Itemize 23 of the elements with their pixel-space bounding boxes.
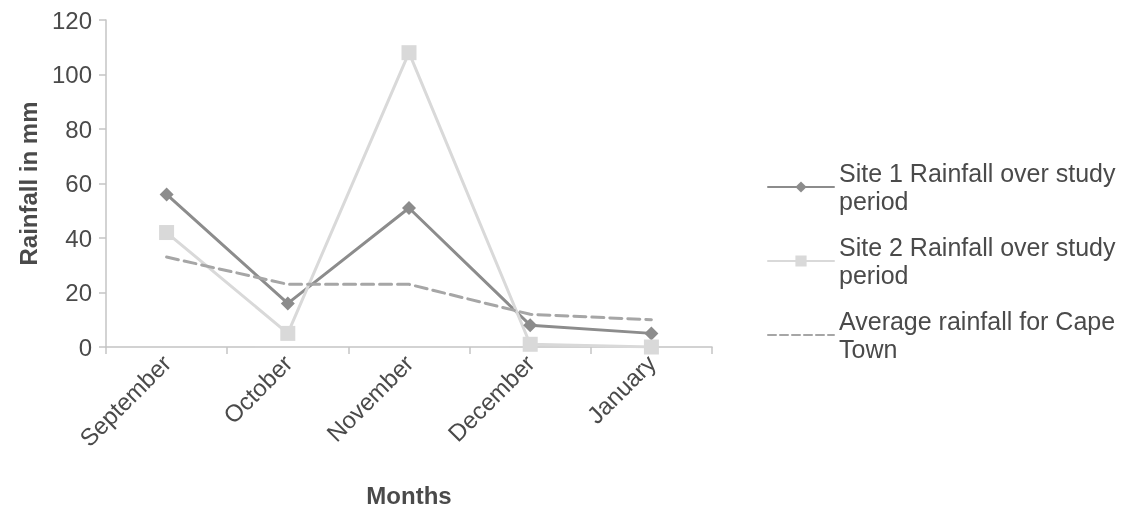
point: [159, 225, 175, 241]
legend-label: Site 1 Rainfall over study period: [839, 159, 1123, 215]
line-series: [165, 255, 653, 322]
y-tick-label: 80: [65, 115, 92, 143]
point: [280, 325, 296, 341]
point: [280, 296, 295, 311]
y-tick-label: 40: [65, 224, 92, 252]
y-tick-label: 60: [65, 170, 92, 197]
point: [643, 339, 659, 355]
y-tick-label: 20: [65, 279, 92, 306]
y-tick-label: 100: [51, 61, 92, 88]
x-axis-title: Months: [366, 481, 452, 509]
y-axis-title: Rainfall in mm: [14, 101, 42, 266]
point: [644, 326, 659, 341]
y-tick-label: 120: [51, 6, 92, 34]
y-tick-label: 0: [78, 333, 92, 361]
point: [159, 187, 174, 202]
legend-label: Average rainfall for Cape Town: [839, 307, 1123, 363]
point: [523, 318, 538, 333]
point: [402, 201, 416, 216]
point: [401, 45, 417, 61]
point: [522, 336, 538, 352]
legend-label: Site 2 Rainfall over study period: [839, 233, 1123, 289]
